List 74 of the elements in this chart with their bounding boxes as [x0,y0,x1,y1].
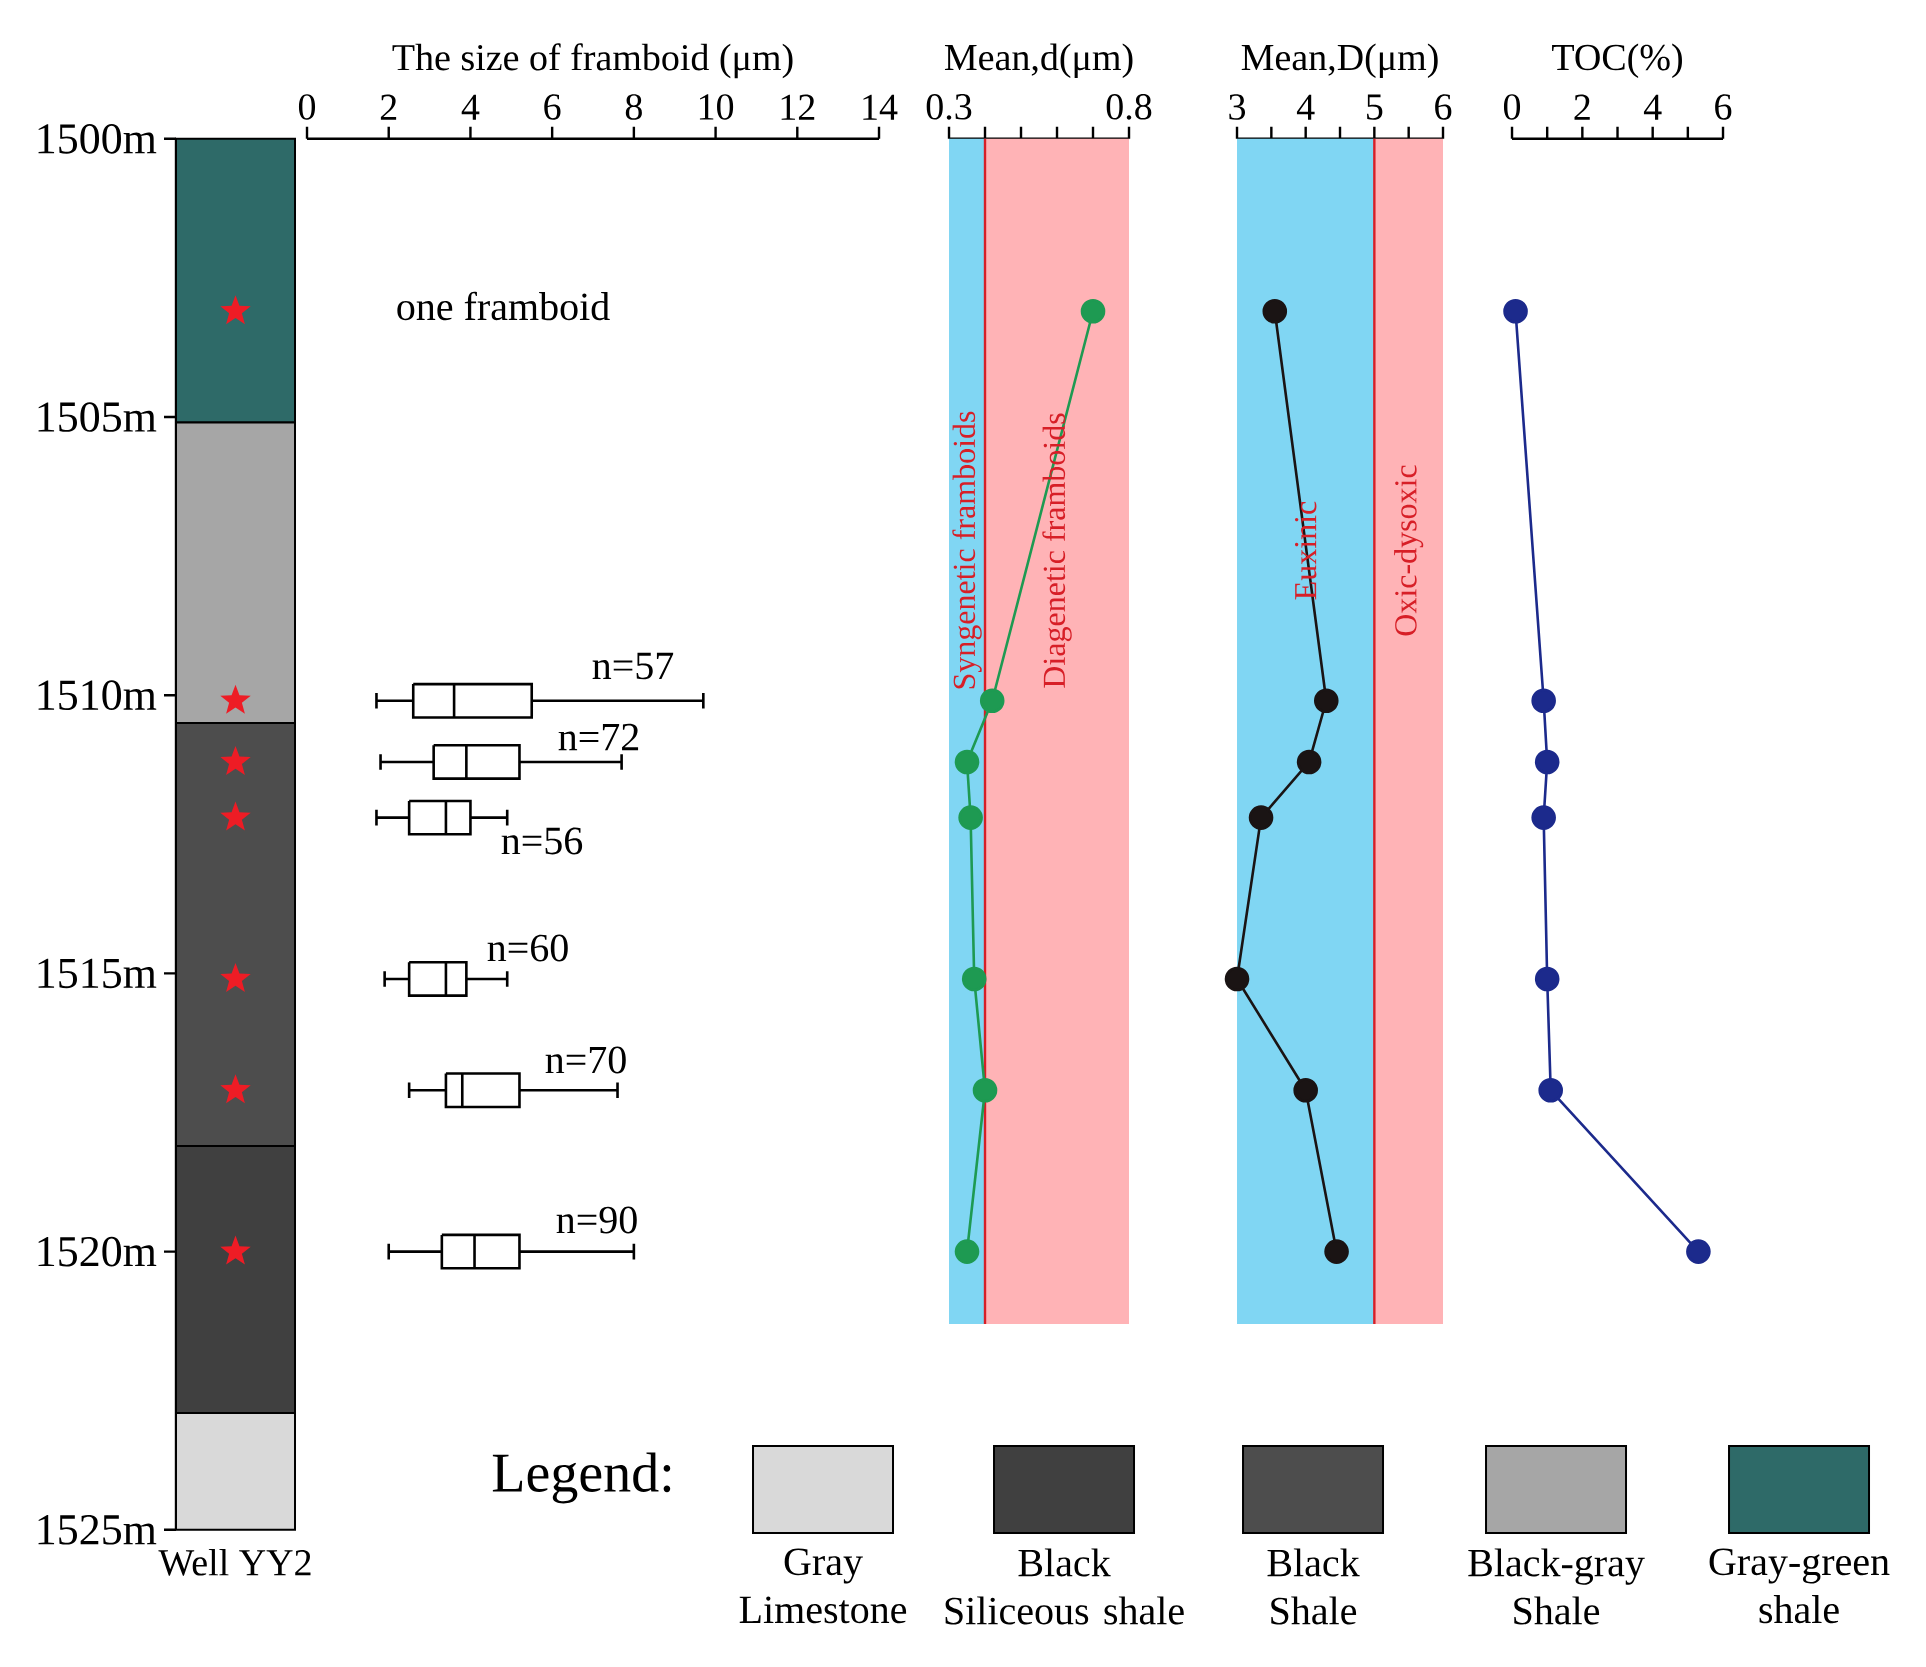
annotation: n=72 [558,723,639,751]
x-axis-title: Mean,D(μm) [1241,43,1438,79]
x-tick-label: 0 [298,94,316,120]
point [1538,1077,1563,1103]
point [972,1077,998,1103]
point [1534,749,1560,775]
y-tick-label: 1515m [38,958,157,989]
x-axis-title: TOC(%) [1552,43,1682,79]
y-tick-label: 1525m [38,1515,157,1545]
band-label: Euxinic [1294,501,1317,600]
annotation: n=57 [592,652,674,680]
point [1293,1077,1318,1103]
x-tick-label: 3 [1229,94,1246,120]
x-tick-label: 6 [1435,94,1452,120]
x-tick-label: 2 [1574,94,1590,120]
y-tick-label: 1500m [38,123,157,154]
point [220,1074,251,1104]
point [220,745,251,775]
annotation: n=60 [487,934,568,962]
legend-label: Black Shale [1267,1548,1360,1625]
x-tick-label: 4 [1643,94,1662,120]
x-tick-label: 2 [380,94,397,120]
annotation: n=56 [501,827,583,855]
point [220,295,251,325]
point [979,688,1005,714]
legend-label: Gray Limestone [739,1548,907,1624]
point [961,966,987,992]
point [954,749,980,775]
x-tick-label: 10 [699,94,734,120]
x-tick-label: 4 [1296,94,1315,120]
legend-label: Black-gray Shale [1468,1548,1645,1625]
point [220,1235,251,1265]
point [954,1239,980,1264]
point [1080,298,1106,324]
band-label: Syngenetic framboids [952,411,982,689]
legend-title: Legend: [492,1452,671,1504]
y-tick-label: 1520m [38,1236,157,1267]
band-label: Oxic-dysoxic [1394,465,1424,636]
point [1296,749,1322,775]
x-tick-label: 4 [461,94,480,120]
x-tick-label: 12 [781,94,815,120]
x-tick-label: 6 [544,94,561,120]
x-tick-label: 0.3 [926,93,972,120]
annotation: n=70 [545,1046,626,1074]
legend-label: Black Siliceous shale [945,1548,1184,1625]
x-tick-label: Well YY2 [158,1548,311,1576]
x-axis-title: The size of framboid (μm) [392,43,793,79]
annotation: one framboid [397,291,610,321]
point [1503,298,1528,324]
point [220,962,251,992]
y-tick-label: 1510m [38,680,157,711]
point [1534,966,1560,992]
legend-label: Gray-green shale [1709,1548,1890,1624]
point [1224,966,1250,992]
point [220,801,251,831]
point [1686,1239,1711,1264]
annotation: n=90 [556,1206,637,1234]
point [1313,688,1339,714]
point [1324,1239,1349,1264]
point [1262,298,1288,324]
y-tick-label: 1505m [38,402,157,432]
point [1248,805,1274,830]
x-tick-label: 0 [1503,94,1521,120]
point [1531,805,1556,830]
x-tick-label: 14 [863,94,898,120]
band-label: Diagenetic framboids [1042,413,1072,688]
point [1531,688,1556,714]
x-tick-label: 8 [625,94,642,120]
point [958,805,983,830]
x-tick-label: 6 [1715,94,1732,120]
point [220,684,251,714]
x-tick-label: 5 [1367,94,1383,120]
x-axis-title: Mean,d(μm) [944,43,1133,79]
x-tick-label: 0.8 [1106,93,1152,120]
